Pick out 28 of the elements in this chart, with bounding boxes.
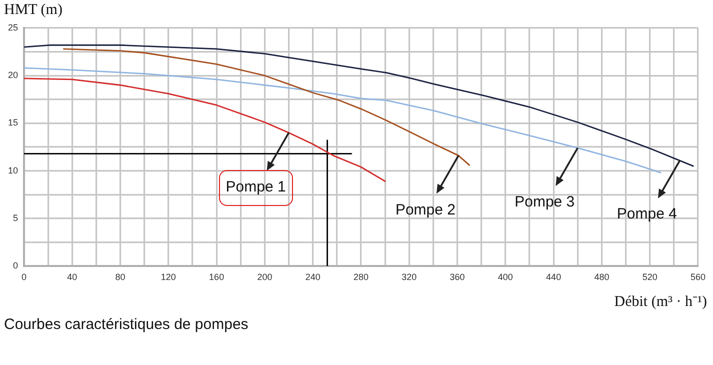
y-tick-label: 25 xyxy=(8,22,18,32)
x-tick-label: 320 xyxy=(402,272,417,282)
x-axis-title: Débit (m³ · h⁻¹) xyxy=(614,293,707,311)
annotation: Pompe 1 xyxy=(226,178,286,196)
x-tick-label: 560 xyxy=(690,272,706,282)
x-tick-label: 440 xyxy=(546,272,562,282)
annotation: Pompe 2 xyxy=(395,201,456,218)
y-tick-label: 10 xyxy=(8,165,18,176)
x-tick-label: 400 xyxy=(498,272,513,282)
y-tick-label: 5 xyxy=(12,212,18,223)
x-tick-label: 520 xyxy=(642,272,658,282)
y-axis-title: HMT (m) xyxy=(4,2,62,19)
x-tick-label: 0 xyxy=(21,272,27,282)
x-tick-label: 120 xyxy=(160,272,176,282)
annotation: Pompe 3 xyxy=(514,193,575,210)
y-tick-label: 0 xyxy=(12,260,18,270)
x-tick-label: 80 xyxy=(115,272,126,282)
text: Courbes caractéristiques de pompes xyxy=(4,316,248,333)
x-tick-label: 40 xyxy=(67,272,78,282)
y-tick-label: 15 xyxy=(8,118,18,128)
x-tick-label: 280 xyxy=(353,272,369,282)
x-tick-label: 480 xyxy=(594,272,610,282)
annotation: Pompe 4 xyxy=(616,206,677,223)
y-tick-label: 20 xyxy=(8,70,18,80)
x-tick-label: 240 xyxy=(305,272,320,282)
x-tick-label: 360 xyxy=(450,272,465,282)
x-tick-label: 160 xyxy=(209,272,224,282)
x-tick-label: 200 xyxy=(257,272,272,282)
